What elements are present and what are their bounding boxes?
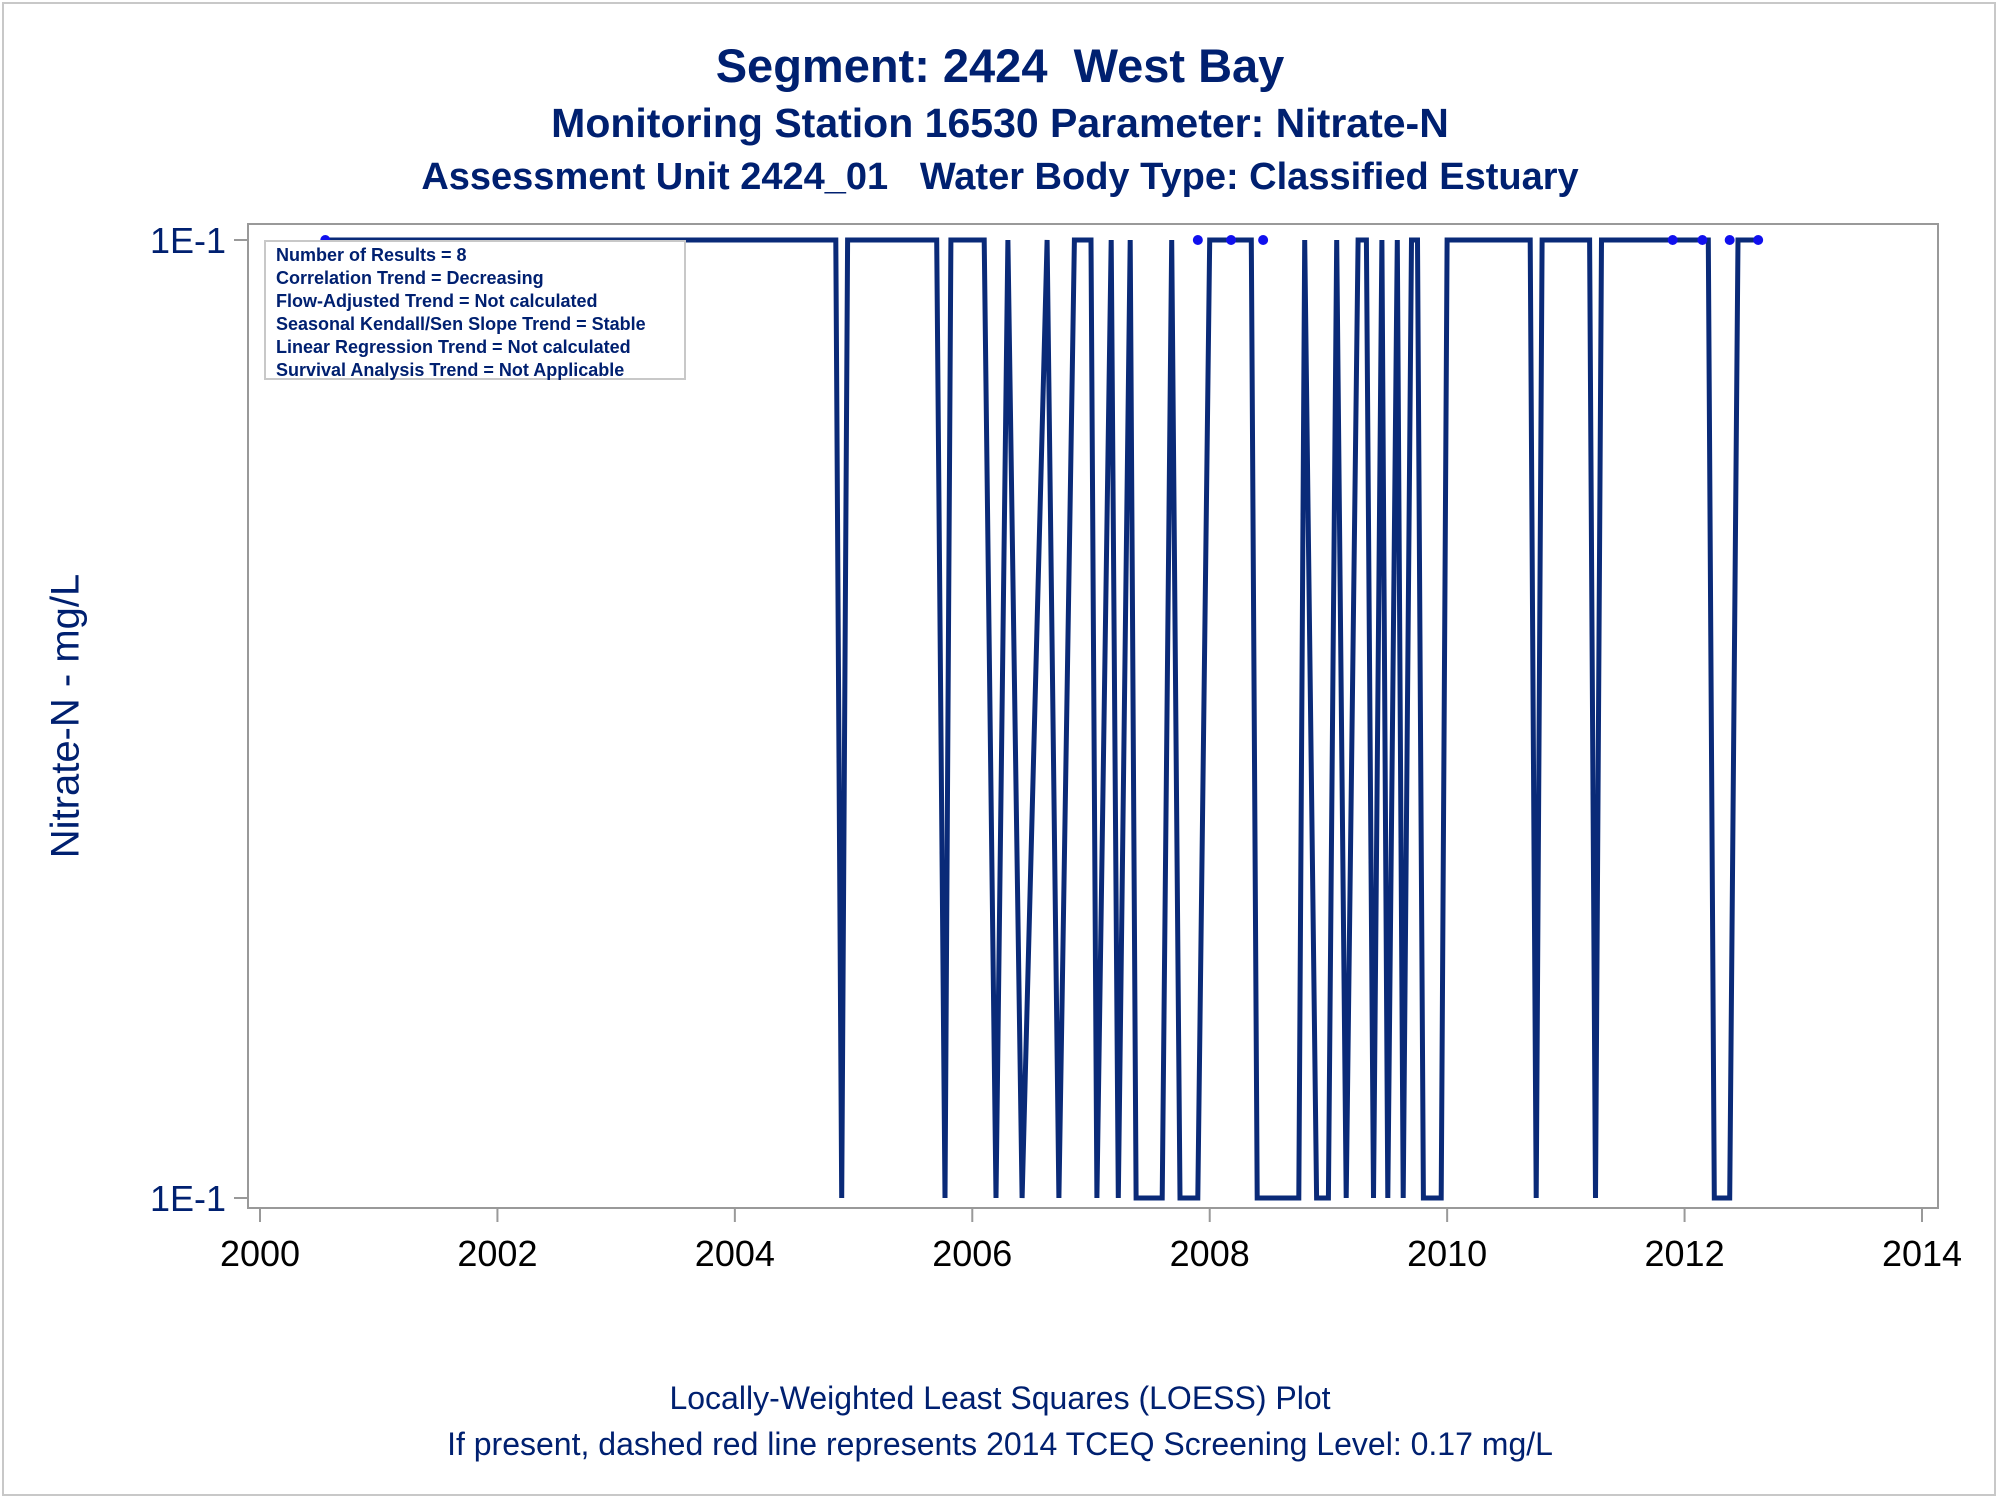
chart-title: Segment: 2424 West Bay xyxy=(715,39,1285,92)
chart-subtitle-2: Assessment Unit 2424_01 Water Body Type:… xyxy=(421,156,1579,198)
x-tick-label: 2008 xyxy=(1170,1233,1250,1274)
stats-box: Number of Results = 8 Correlation Trend … xyxy=(264,240,686,380)
x-tick-label: 2010 xyxy=(1407,1233,1487,1274)
stats-line: Flow-Adjusted Trend = Not calculated xyxy=(276,291,598,311)
data-point xyxy=(1667,235,1678,245)
stats-line: Number of Results = 8 xyxy=(276,245,467,265)
stats-line: Linear Regression Trend = Not calculated xyxy=(276,337,631,357)
x-tick-label: 2012 xyxy=(1645,1233,1725,1274)
x-tick-label: 2014 xyxy=(1882,1233,1962,1274)
series-line xyxy=(325,237,1759,1201)
footnote: If present, dashed red line represents 2… xyxy=(447,1426,1553,1462)
data-point xyxy=(1697,235,1708,245)
chart-subtitle: Monitoring Station 16530 Parameter: Nitr… xyxy=(551,100,1449,146)
x-tick-label: 2006 xyxy=(932,1233,1012,1274)
x-tick-label: 2004 xyxy=(695,1233,775,1274)
footnote: Locally-Weighted Least Squares (LOESS) P… xyxy=(669,1380,1331,1416)
x-tick-label: 2002 xyxy=(457,1233,537,1274)
y-tick-label: 1E-1 xyxy=(150,1178,226,1219)
data-point xyxy=(1753,235,1764,245)
data-point xyxy=(1192,235,1203,245)
stats-line: Correlation Trend = Decreasing xyxy=(276,268,544,288)
stats-line: Survival Analysis Trend = Not Applicable xyxy=(276,360,625,380)
data-point xyxy=(1258,235,1269,245)
stats-line: Seasonal Kendall/Sen Slope Trend = Stabl… xyxy=(276,314,646,334)
x-tick-label: 2000 xyxy=(220,1233,300,1274)
data-point xyxy=(1226,235,1237,245)
y-tick-label: 1E-1 xyxy=(150,220,226,261)
plot-area xyxy=(247,223,1939,1209)
data-point xyxy=(1724,235,1735,245)
